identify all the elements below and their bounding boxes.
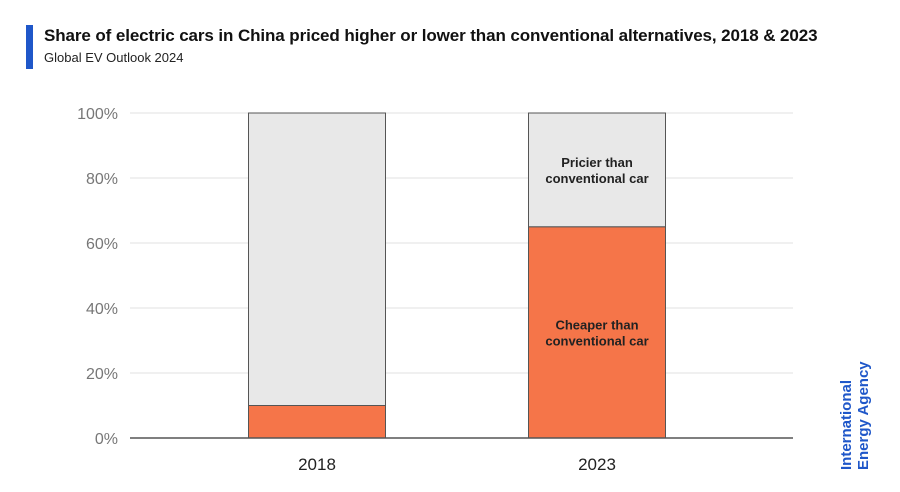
y-tick-label: 0% [95, 431, 118, 448]
chart-title: Share of electric cars in China priced h… [44, 26, 818, 45]
bar-segment [248, 405, 386, 439]
y-tick-label: 100% [77, 106, 118, 123]
y-tick-label: 60% [86, 236, 118, 253]
bar-data-label: Cheaper than [555, 317, 638, 332]
y-tick-label: 20% [86, 366, 118, 383]
iea-logo: International Energy Agency [838, 361, 872, 470]
bar-segment [528, 226, 666, 439]
bar-data-label: Pricier than [561, 155, 633, 170]
chart-subtitle: Global EV Outlook 2024 [44, 50, 184, 65]
x-category-label: 2018 [298, 455, 336, 474]
iea-logo-line-2: Energy Agency [855, 361, 872, 470]
iea-logo-line-1: International [838, 379, 855, 470]
bar-segment [528, 112, 666, 228]
x-category-label: 2023 [578, 455, 616, 474]
bar-segment [248, 112, 386, 406]
y-tick-label: 40% [86, 301, 118, 318]
title-accent-bar [26, 25, 33, 69]
y-tick-label: 80% [86, 171, 118, 188]
bar-data-label: conventional car [545, 171, 648, 186]
bar-data-label: conventional car [545, 333, 648, 348]
